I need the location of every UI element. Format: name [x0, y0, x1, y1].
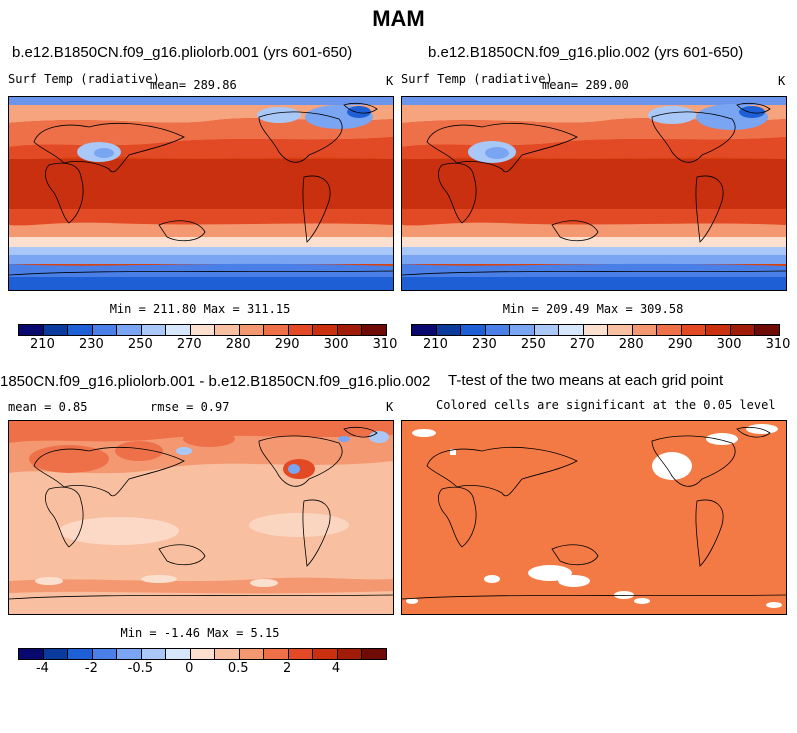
panel4-title: T-test of the two means at each grid poi… — [448, 372, 724, 389]
colorbar-box — [264, 649, 289, 659]
colorbar-box — [412, 325, 437, 335]
panel4-subtitle: Colored cells are significant at the 0.0… — [436, 398, 776, 412]
colorbar-box — [117, 325, 142, 335]
panel1-variable: Surf Temp (radiative) — [8, 72, 160, 86]
panel1-colorbar — [18, 324, 387, 336]
colorbar-box — [43, 649, 69, 659]
colorbar-tick-label: 290 — [274, 337, 300, 352]
colorbar-box — [485, 325, 511, 335]
colorbar-tick-label: 250 — [520, 337, 546, 352]
panel2-units: K — [778, 74, 786, 88]
panel3-map — [8, 420, 394, 615]
colorbar-box — [288, 325, 314, 335]
colorbar-box — [583, 325, 609, 335]
colorbar-box — [313, 649, 338, 659]
colorbar-tick-label: 270 — [176, 337, 202, 352]
colorbar-tick-label: 210 — [30, 337, 55, 352]
colorbar-tick-label: 4 — [331, 661, 341, 676]
colorbar-box — [313, 325, 338, 335]
colorbar-tick-label: 290 — [667, 337, 693, 352]
panel2-minmax: Min = 209.49 Max = 309.58 — [502, 302, 684, 316]
panel4-map — [401, 420, 787, 615]
colorbar-box — [190, 649, 216, 659]
panel2-variable: Surf Temp (radiative) — [401, 72, 553, 86]
colorbar-box — [534, 325, 560, 335]
colorbar-box — [461, 325, 486, 335]
panel1-title: b.e12.B1850CN.f09_g16.pliolorb.001 (yrs … — [12, 44, 353, 61]
panel3-title: 1850CN.f09_g16.pliolorb.001 - b.e12.B185… — [0, 373, 431, 390]
colorbar-tick-label: 300 — [716, 337, 742, 352]
figure-title: MAM — [372, 6, 425, 31]
colorbar-box — [632, 325, 658, 335]
colorbar-tick-label: 2 — [282, 661, 292, 676]
colorbar-box — [608, 325, 633, 335]
colorbar-tick-label: 230 — [78, 337, 104, 352]
panel2-map — [401, 96, 787, 291]
panel3-rmse: rmse = 0.97 — [150, 400, 230, 414]
colorbar-box — [706, 325, 731, 335]
colorbar-box — [141, 325, 167, 335]
colorbar-box — [190, 325, 216, 335]
panel1-units: K — [386, 74, 394, 88]
colorbar-box — [92, 649, 118, 659]
colorbar-box — [68, 649, 93, 659]
colorbar-tick-label: 300 — [323, 337, 349, 352]
colorbar-box — [215, 325, 240, 335]
colorbar-box — [117, 649, 142, 659]
colorbar-box — [239, 325, 265, 335]
panel1-mean: mean= 289.86 — [150, 78, 237, 92]
colorbar-box — [288, 649, 314, 659]
colorbar-tick-label: 310 — [372, 337, 398, 352]
colorbar-tick-label: 310 — [765, 337, 791, 352]
panel1-map — [8, 96, 394, 291]
panel2-colorbar — [411, 324, 780, 336]
colorbar-tick-label: 230 — [471, 337, 497, 352]
colorbar-box — [362, 649, 386, 659]
colorbar-box — [166, 649, 191, 659]
colorbar-box — [239, 649, 265, 659]
panel2-temperature-field — [402, 97, 786, 290]
colorbar-box — [19, 649, 44, 659]
panel2-title: b.e12.B1850CN.f09_g16.plio.002 (yrs 601-… — [428, 44, 744, 61]
colorbar-box — [362, 325, 386, 335]
panel3-mean: mean = 0.85 — [8, 400, 88, 414]
colorbar-box — [43, 325, 69, 335]
colorbar-box — [166, 325, 191, 335]
colorbar-box — [730, 325, 756, 335]
panel3-colorbar — [18, 648, 387, 660]
colorbar-box — [92, 325, 118, 335]
panel1-temperature-field — [9, 97, 393, 290]
colorbar-tick-label: 270 — [569, 337, 595, 352]
panel1-minmax: Min = 211.80 Max = 311.15 — [109, 302, 291, 316]
colorbar-box — [337, 325, 363, 335]
colorbar-box — [215, 649, 240, 659]
colorbar-tick-label: 250 — [127, 337, 153, 352]
colorbar-box — [436, 325, 462, 335]
panel2-mean: mean= 289.00 — [542, 78, 629, 92]
colorbar-box — [264, 325, 289, 335]
colorbar-box — [559, 325, 584, 335]
colorbar-box — [68, 325, 93, 335]
colorbar-tick-label: -2 — [84, 661, 98, 676]
colorbar-tick-label: 0.5 — [227, 661, 249, 676]
colorbar-tick-label: 0 — [185, 661, 194, 676]
colorbar-box — [681, 325, 707, 335]
panel4-significance-field — [402, 421, 786, 614]
colorbar-box — [337, 649, 363, 659]
colorbar-box — [755, 325, 779, 335]
colorbar-tick-label: -4 — [35, 661, 49, 676]
colorbar-tick-label: 280 — [618, 337, 644, 352]
colorbar-box — [19, 325, 44, 335]
colorbar-box — [141, 649, 167, 659]
colorbar-box — [657, 325, 682, 335]
panel3-difference-field — [9, 421, 393, 614]
colorbar-tick-label: 210 — [423, 337, 448, 352]
colorbar-tick-label: -0.5 — [127, 661, 154, 676]
colorbar-box — [510, 325, 535, 335]
panel3-units: K — [386, 400, 394, 414]
panel3-minmax: Min = -1.46 Max = 5.15 — [120, 626, 280, 640]
colorbar-tick-label: 280 — [225, 337, 251, 352]
